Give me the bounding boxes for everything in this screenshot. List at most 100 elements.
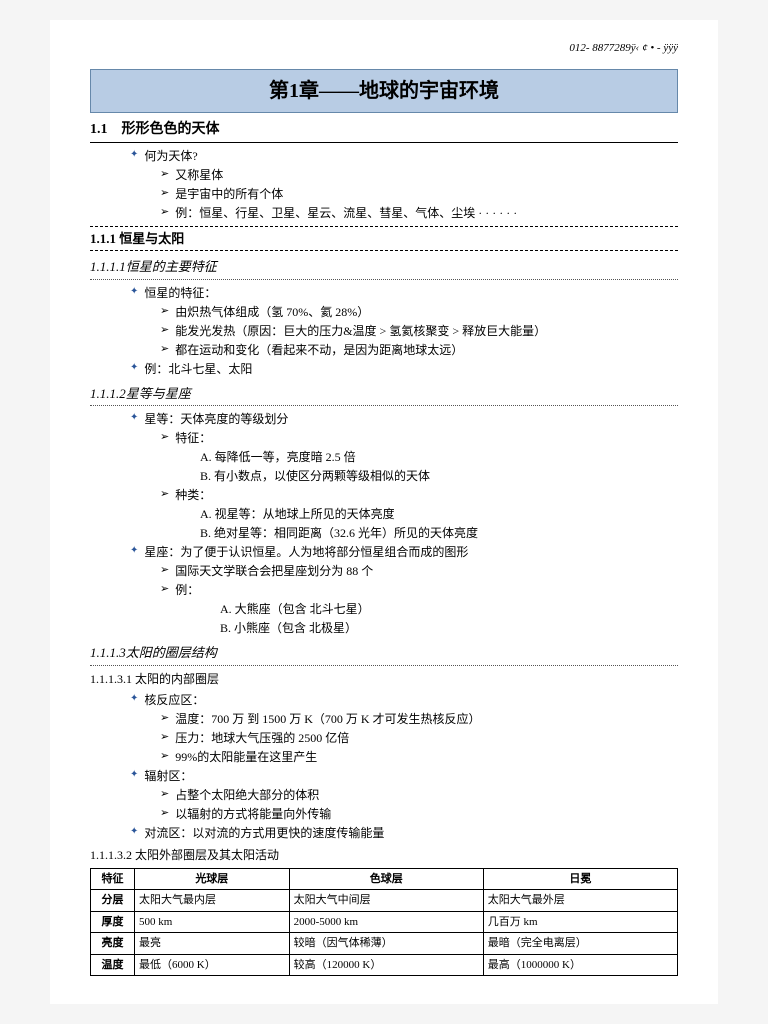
bullet-text: 例：北斗七星、太阳: [144, 360, 252, 378]
bullet-item: ✦ 何为天体?: [130, 147, 678, 165]
arrow-text: 例：: [175, 581, 199, 599]
table-row: 厚度 500 km 2000-5000 km 几百万 km: [91, 911, 678, 933]
table-cell: 几百万 km: [483, 911, 677, 933]
section-number: 1.1: [90, 122, 108, 137]
alpha-item: A. 视星等：从地球上所见的天体亮度: [200, 505, 678, 523]
arrow-text: 由炽热气体组成（氢 70%、氦 28%）: [175, 303, 369, 321]
arrow-text: 特征：: [175, 429, 211, 447]
arrow-item: ➢ 温度：700 万 到 1500 万 K（700 万 K 才可发生热核反应）: [160, 710, 678, 728]
arrow-text: 占整个太阳绝大部分的体积: [175, 786, 319, 804]
bullet-text: 何为天体?: [144, 147, 197, 165]
arrow-icon: ➢: [160, 204, 169, 221]
arrow-text: 能发光发热（原因：巨大的压力&温度 > 氢氦核聚变 > 释放巨大能量）: [175, 322, 546, 340]
arrow-icon: ➢: [160, 303, 169, 320]
arrow-icon: ➢: [160, 710, 169, 727]
arrow-icon: ➢: [160, 786, 169, 803]
bullet-text: 辐射区：: [144, 767, 192, 785]
table-cell: 最暗（完全电离层）: [483, 933, 677, 955]
table-row: 亮度 最亮 较暗（因气体稀薄） 最暗（完全电离层）: [91, 933, 678, 955]
arrow-text: 以辐射的方式将能量向外传输: [175, 805, 331, 823]
arrow-icon: ➢: [160, 429, 169, 446]
bullet-icon: ✦: [130, 691, 138, 707]
chapter-title: 第1章——地球的宇宙环境: [90, 69, 678, 113]
arrow-text: 国际天文学联合会把星座划分为 88 个: [175, 562, 373, 580]
arrow-icon: ➢: [160, 185, 169, 202]
arrow-text: 温度：700 万 到 1500 万 K（700 万 K 才可发生热核反应）: [175, 710, 480, 728]
bullet-item: ✦辐射区：: [130, 767, 678, 785]
arrow-item: ➢国际天文学联合会把星座划分为 88 个: [160, 562, 678, 580]
bullet-item: ✦ 星座：为了便于认识恒星。人为地将部分恒星组合而成的图形: [130, 543, 678, 561]
arrow-text: 压力：地球大气压强的 2500 亿倍: [175, 729, 349, 747]
arrow-icon: ➢: [160, 729, 169, 746]
bullet-text: 恒星的特征：: [144, 284, 216, 302]
bullet-text: 对流区：以对流的方式用更快的速度传输能量: [144, 824, 384, 842]
arrow-item: ➢ 由炽热气体组成（氢 70%、氦 28%）: [160, 303, 678, 321]
arrow-text: 都在运动和变化（看起来不动，是因为距离地球太远）: [175, 341, 463, 359]
table-cell: 太阳大气最外层: [483, 890, 677, 912]
header-code: 012- 8877289ÿ‹ ¢ • - ÿÿÿ: [90, 40, 678, 57]
arrow-item: ➢ 能发光发热（原因：巨大的压力&温度 > 氢氦核聚变 > 释放巨大能量）: [160, 322, 678, 340]
arrow-text: 种类：: [175, 486, 211, 504]
bullet-icon: ✦: [130, 410, 138, 426]
section-1-1-1-3: 1.1.1.3太阳的圈层结构: [90, 643, 678, 666]
section-1-1-1-1: 1.1.1.1恒星的主要特征: [90, 257, 678, 280]
document-page: 012- 8877289ÿ‹ ¢ • - ÿÿÿ 第1章——地球的宇宙环境 1.…: [50, 20, 718, 1004]
table-cell: 厚度: [91, 911, 135, 933]
bullet-item: ✦ 核反应区：: [130, 691, 678, 709]
arrow-item: ➢ 以辐射的方式将能量向外传输: [160, 805, 678, 823]
arrow-item: ➢ 压力：地球大气压强的 2500 亿倍: [160, 729, 678, 747]
bullet-text: 星等：天体亮度的等级划分: [144, 410, 288, 428]
arrow-item: ➢ 都在运动和变化（看起来不动，是因为距离地球太远）: [160, 341, 678, 359]
section-1-1-1-3-2: 1.1.1.3.2 太阳外部圈层及其太阳活动: [90, 846, 678, 864]
table-row: 分层 太阳大气最内层 太阳大气中间层 太阳大气最外层: [91, 890, 678, 912]
section-1-1-1-2: 1.1.1.2星等与星座: [90, 384, 678, 407]
arrow-item: ➢ 例：: [160, 581, 678, 599]
table-cell: 500 km: [135, 911, 290, 933]
table-header: 日冕: [483, 868, 677, 890]
table-cell: 较高（120000 K）: [289, 954, 483, 976]
bullet-text: 核反应区：: [144, 691, 204, 709]
section-1-1-1-3-1: 1.1.1.3.1 太阳的内部圈层: [90, 670, 678, 688]
bullet-item: ✦ 恒星的特征：: [130, 284, 678, 302]
alpha-item: B. 绝对星等：相同距离（32.6 光年）所见的天体亮度: [200, 524, 678, 542]
arrow-text: 又称星体: [175, 166, 223, 184]
bullet-item: ✦ 对流区：以对流的方式用更快的速度传输能量: [130, 824, 678, 842]
section-title: 形形色色的天体: [122, 122, 220, 137]
alpha-item: B. 有小数点，以使区分两颗等级相似的天体: [200, 467, 678, 485]
table-header: 特征: [91, 868, 135, 890]
table-cell: 太阳大气最内层: [135, 890, 290, 912]
arrow-item: ➢例：恒星、行星、卫星、星云、流星、彗星、气体、尘埃 · · · · · ·: [160, 204, 678, 222]
arrow-text: 99%的太阳能量在这里产生: [175, 748, 317, 766]
table-cell: 亮度: [91, 933, 135, 955]
arrow-icon: ➢: [160, 486, 169, 503]
arrow-icon: ➢: [160, 322, 169, 339]
table-cell: 温度: [91, 954, 135, 976]
table-cell: 最亮: [135, 933, 290, 955]
bullet-icon: ✦: [130, 824, 138, 840]
arrow-icon: ➢: [160, 805, 169, 822]
arrow-icon: ➢: [160, 166, 169, 183]
table-cell: 分层: [91, 890, 135, 912]
arrow-icon: ➢: [160, 341, 169, 358]
bullet-item: ✦ 星等：天体亮度的等级划分: [130, 410, 678, 428]
alpha-item: A. 大熊座（包含 北斗七星）: [90, 600, 678, 618]
bullet-text: 星座：为了便于认识恒星。人为地将部分恒星组合而成的图形: [144, 543, 468, 561]
table-cell: 2000-5000 km: [289, 911, 483, 933]
alpha-item: B. 小熊座（包含 北极星）: [90, 619, 678, 637]
arrow-item: ➢ 占整个太阳绝大部分的体积: [160, 786, 678, 804]
section-1-1-1: 1.1.1 恒星与太阳: [90, 226, 678, 252]
alpha-item: A. 每降低一等，亮度暗 2.5 倍: [200, 448, 678, 466]
solar-layers-table: 特征 光球层 色球层 日冕 分层 太阳大气最内层 太阳大气中间层 太阳大气最外层…: [90, 868, 678, 977]
arrow-item: ➢ 又称星体: [160, 166, 678, 184]
table-cell: 较暗（因气体稀薄）: [289, 933, 483, 955]
table-header-row: 特征 光球层 色球层 日冕: [91, 868, 678, 890]
arrow-text: 是宇宙中的所有个体: [175, 185, 283, 203]
arrow-icon: ➢: [160, 581, 169, 598]
table-cell: 太阳大气中间层: [289, 890, 483, 912]
bullet-icon: ✦: [130, 147, 138, 163]
arrow-item: ➢ 种类：: [160, 486, 678, 504]
bullet-icon: ✦: [130, 543, 138, 559]
table-header: 光球层: [135, 868, 290, 890]
table-cell: 最高（1000000 K）: [483, 954, 677, 976]
bullet-icon: ✦: [130, 284, 138, 300]
